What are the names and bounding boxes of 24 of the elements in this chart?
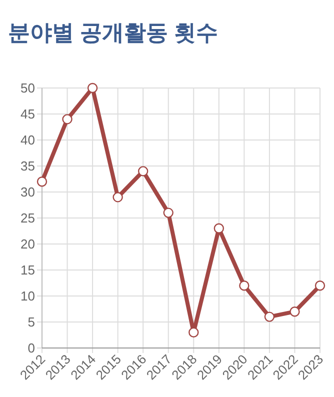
point [188, 327, 199, 338]
point [138, 166, 148, 176]
point [239, 280, 250, 291]
y-tick-label: 40 [20, 132, 35, 148]
y-tick-label: 30 [20, 184, 35, 200]
point [214, 223, 224, 234]
point [290, 306, 300, 317]
y-tick-label: 20 [20, 236, 35, 252]
y-tick-label: 10 [20, 288, 35, 304]
point [112, 192, 123, 202]
point [87, 82, 98, 94]
point [36, 176, 48, 187]
y-tick-label: 5 [28, 314, 35, 330]
y-tick-label: 25 [20, 210, 35, 226]
point [264, 312, 275, 322]
y-tick-label: 50 [20, 80, 35, 96]
y-tick-label: 0 [28, 340, 35, 356]
point [163, 208, 174, 218]
y-tick-label: 45 [20, 106, 35, 122]
y-tick-label: 15 [20, 262, 35, 278]
point [62, 114, 72, 124]
chart-title: 분야별 공개활동 횟수 [8, 20, 218, 45]
point [314, 280, 326, 291]
y-tick-label: 35 [20, 158, 35, 174]
